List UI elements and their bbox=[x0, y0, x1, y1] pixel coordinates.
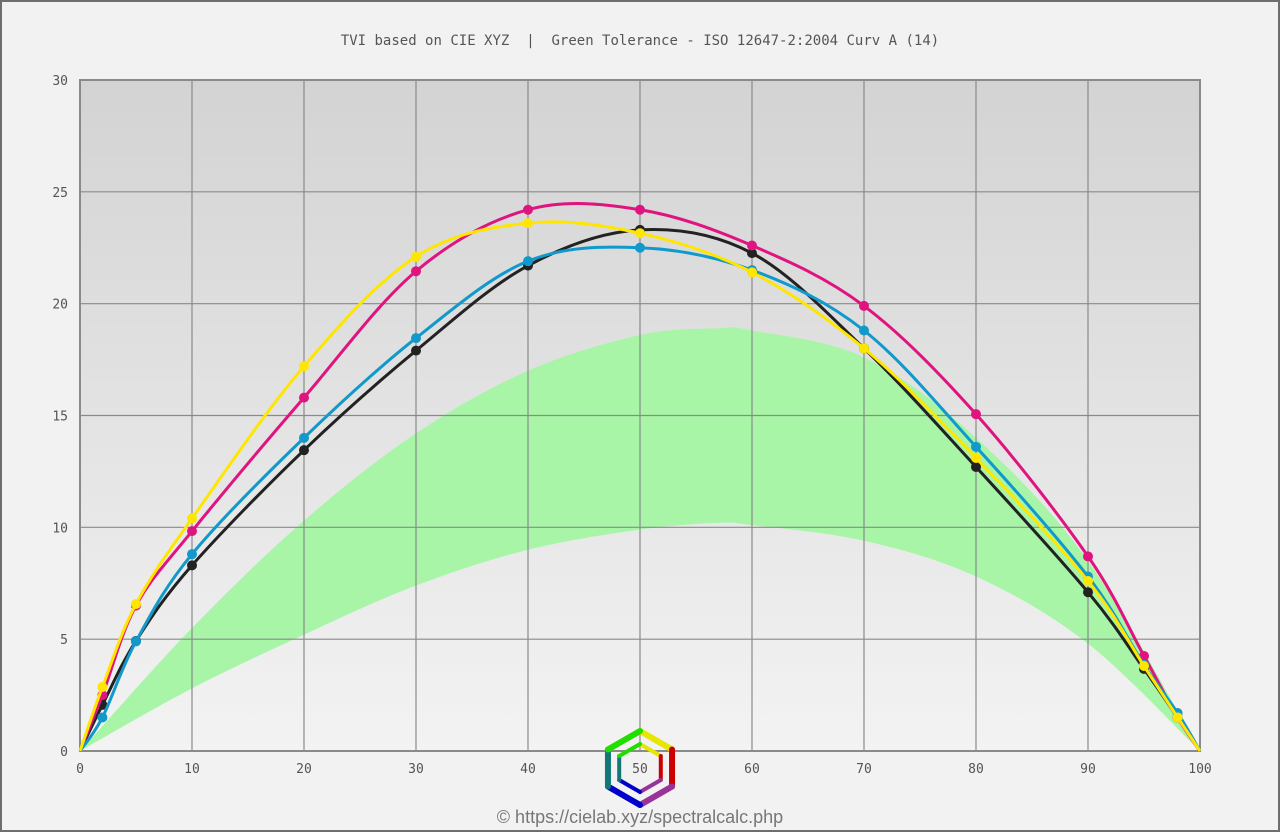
data-point-C bbox=[523, 256, 533, 267]
x-tick-label: 0 bbox=[76, 762, 84, 777]
y-tick-label: 20 bbox=[52, 298, 68, 313]
credit-link[interactable]: © https://cielab.xyz/spectralcalc.php bbox=[497, 807, 783, 827]
data-point-Y bbox=[1172, 712, 1183, 723]
data-point-C bbox=[635, 242, 645, 253]
data-point-Y bbox=[1083, 576, 1093, 587]
data-point-Y bbox=[187, 513, 197, 524]
logo-hex-segment bbox=[638, 778, 663, 794]
data-point-M bbox=[971, 409, 981, 420]
data-point-C bbox=[187, 549, 197, 560]
logo-hex-segment bbox=[617, 742, 642, 758]
logo-hex-segment bbox=[604, 783, 643, 808]
data-point-K bbox=[747, 248, 757, 259]
y-tick-label: 10 bbox=[52, 521, 68, 536]
data-point-M bbox=[299, 392, 309, 403]
x-tick-label: 60 bbox=[744, 762, 760, 777]
data-point-K bbox=[299, 445, 309, 456]
data-point-Y bbox=[299, 361, 309, 372]
logo-hex-segment bbox=[637, 783, 676, 808]
data-point-Y bbox=[747, 267, 757, 278]
y-tick-label: 5 bbox=[60, 633, 68, 648]
data-point-Y bbox=[523, 218, 533, 229]
data-point-Y bbox=[859, 343, 869, 354]
y-tick-label: 15 bbox=[52, 410, 68, 425]
data-point-Y bbox=[411, 251, 421, 262]
data-point-K bbox=[971, 461, 981, 472]
data-point-Y bbox=[97, 682, 108, 693]
data-point-M bbox=[187, 526, 197, 537]
data-point-Y bbox=[131, 599, 141, 610]
x-tick-label: 20 bbox=[296, 762, 312, 777]
x-tick-label: 30 bbox=[408, 762, 424, 777]
y-tick-label: 25 bbox=[52, 186, 68, 201]
data-point-M bbox=[1083, 551, 1093, 562]
x-tick-label: 100 bbox=[1188, 762, 1211, 777]
data-point-Y bbox=[1139, 661, 1149, 672]
data-point-K bbox=[411, 345, 421, 356]
y-tick-label: 30 bbox=[52, 74, 68, 89]
data-point-Y bbox=[635, 228, 645, 239]
data-point-C bbox=[299, 432, 309, 443]
data-point-Y bbox=[971, 452, 981, 463]
logo-hex-segment bbox=[638, 742, 663, 758]
logo-hex-segment bbox=[604, 728, 643, 753]
data-point-M bbox=[635, 204, 645, 215]
data-point-C bbox=[411, 333, 421, 344]
plot-border bbox=[79, 79, 1201, 752]
logo-hex-segment bbox=[637, 728, 676, 753]
logo-hex-segment bbox=[617, 778, 642, 794]
cielab-logo bbox=[604, 728, 676, 808]
x-tick-label: 80 bbox=[968, 762, 984, 777]
data-point-K bbox=[187, 560, 197, 571]
data-point-M bbox=[411, 266, 421, 277]
x-tick-label: 90 bbox=[1080, 762, 1096, 777]
tolerance-band bbox=[80, 327, 1200, 751]
data-point-C bbox=[971, 441, 981, 452]
data-point-C bbox=[859, 325, 869, 336]
chart-title: TVI based on CIE XYZ | Green Tolerance -… bbox=[341, 33, 939, 49]
data-point-K bbox=[1083, 587, 1093, 598]
series-line-Y bbox=[78, 220, 1202, 752]
x-tick-label: 10 bbox=[184, 762, 200, 777]
data-point-C bbox=[131, 636, 141, 647]
data-point-M bbox=[747, 240, 757, 251]
x-tick-label: 50 bbox=[632, 762, 648, 777]
data-point-C bbox=[97, 712, 108, 723]
x-tick-label: 70 bbox=[856, 762, 872, 777]
series-Y bbox=[78, 218, 1202, 752]
data-point-M bbox=[523, 204, 533, 215]
y-tick-label: 0 bbox=[60, 745, 68, 760]
data-point-M bbox=[859, 300, 869, 311]
x-tick-label: 40 bbox=[520, 762, 536, 777]
